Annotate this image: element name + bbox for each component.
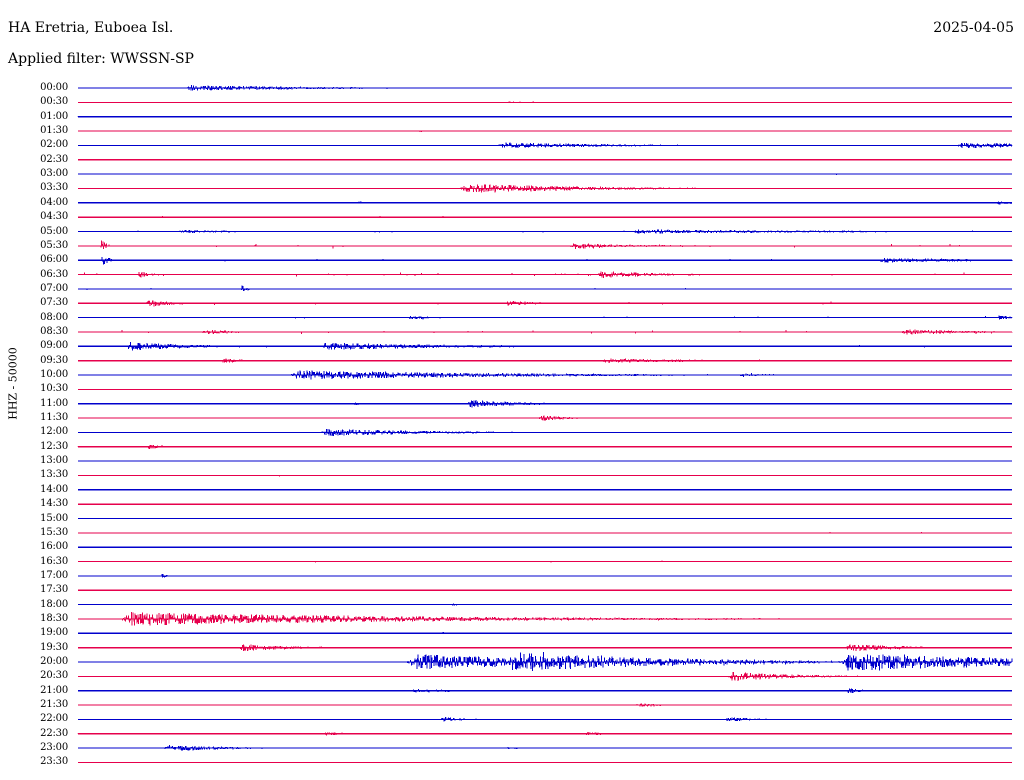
filter-label: Applied filter: WWSSN-SP [8, 51, 194, 67]
page-title: HA Eretria, Euboea Isl. [8, 20, 174, 36]
date-label: 2025-04-05 [933, 20, 1014, 36]
trace-row [79, 257, 1013, 265]
trace-row [77, 240, 1012, 249]
